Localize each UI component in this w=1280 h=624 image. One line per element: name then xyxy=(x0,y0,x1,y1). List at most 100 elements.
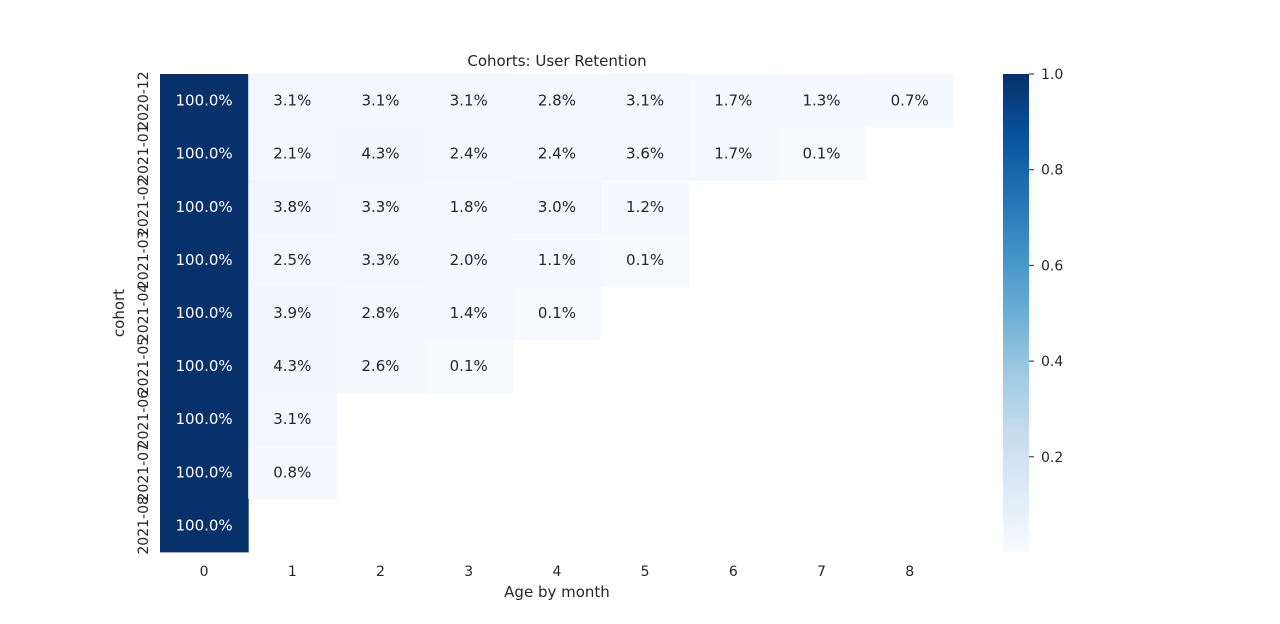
cell-annotation: 3.9% xyxy=(273,304,311,322)
cell-annotation: 3.1% xyxy=(626,92,664,110)
cell-annotation: 1.1% xyxy=(538,251,576,269)
cell-annotation: 3.1% xyxy=(450,92,488,110)
cell-annotation: 3.0% xyxy=(538,198,576,216)
heatmap-cell-2021-01-2 xyxy=(336,127,426,181)
heatmap-cell-2021-07-1 xyxy=(248,445,337,500)
cell-annotation: 100.0% xyxy=(175,410,232,428)
heatmap-cell-2021-01-3 xyxy=(424,127,514,181)
cell-annotation: 0.7% xyxy=(891,92,929,110)
cell-annotation: 3.6% xyxy=(626,145,664,163)
y-tick-label: 2021-06 xyxy=(136,390,152,449)
colorbar-tick-label: 1.0 xyxy=(1041,67,1063,83)
cell-annotation: 0.1% xyxy=(538,304,576,322)
cell-annotation: 1.3% xyxy=(802,92,840,110)
heatmap-cell-2020-12-5 xyxy=(601,74,690,128)
heatmap-cell-2021-04-4 xyxy=(512,286,602,340)
heatmap-cell-2021-02-4 xyxy=(512,180,602,234)
heatmap-cell-2021-08-0 xyxy=(160,498,249,553)
y-tick-label: 2021-04 xyxy=(136,284,152,343)
cell-annotation: 100.0% xyxy=(175,198,232,216)
heatmap-cell-2021-02-2 xyxy=(336,180,426,234)
cell-annotation: 100.0% xyxy=(175,145,232,163)
heatmap-cell-2021-03-4 xyxy=(512,233,602,287)
heatmap-cell-2021-06-0 xyxy=(160,392,249,447)
x-tick-label: 6 xyxy=(729,564,738,580)
chart-title: Cohorts: User Retention xyxy=(467,52,646,70)
heatmap-cell-2021-01-0 xyxy=(160,127,249,181)
cell-annotation: 0.1% xyxy=(802,145,840,163)
heatmap-cell-2021-06-1 xyxy=(248,392,337,447)
heatmap-cell-2020-12-1 xyxy=(248,74,337,128)
cell-annotation: 100.0% xyxy=(175,251,232,269)
y-tick-label: 2021-02 xyxy=(136,178,152,237)
heatmap-cell-2020-12-8 xyxy=(865,74,955,128)
x-axis-label: Age by month xyxy=(504,583,610,601)
cell-annotation: 2.8% xyxy=(361,304,399,322)
heatmap-cell-2021-03-5 xyxy=(601,233,690,287)
cell-annotation: 3.1% xyxy=(273,410,311,428)
y-tick-label: 2020-12 xyxy=(136,71,152,130)
cell-annotation: 4.3% xyxy=(361,145,399,163)
heatmap-cell-2020-12-7 xyxy=(777,74,867,128)
cell-annotation: 3.3% xyxy=(361,251,399,269)
cell-annotation: 0.8% xyxy=(273,463,311,481)
heatmap-annotations: 100.0% 3.1% 3.1% 3.1% 2.8% 3.1% 1.7% 1.3% 0.7% 10… xyxy=(175,92,928,535)
cell-annotation: 1.7% xyxy=(714,145,752,163)
cell-annotation: 1.8% xyxy=(450,198,488,216)
cell-annotation: 1.2% xyxy=(626,198,664,216)
heatmap-cell-2020-12-4 xyxy=(512,74,602,128)
y-tick-label: 2021-01 xyxy=(136,124,152,183)
cell-annotation: 2.4% xyxy=(450,145,488,163)
heatmap-cell-2021-07-0 xyxy=(160,445,249,500)
heatmap-cell-2021-04-3 xyxy=(424,286,514,340)
cell-annotation: 2.4% xyxy=(538,145,576,163)
x-tick-label: 5 xyxy=(641,564,650,580)
cell-annotation: 100.0% xyxy=(175,92,232,110)
heatmap-cell-2021-01-5 xyxy=(601,127,690,181)
cell-annotation: 3.8% xyxy=(273,198,311,216)
heatmap-cell-2020-12-2 xyxy=(336,74,426,128)
y-axis-label: cohort xyxy=(110,289,128,337)
heatmap-cell-2021-05-1 xyxy=(248,339,337,394)
cell-annotation: 3.1% xyxy=(361,92,399,110)
x-tick-label: 1 xyxy=(288,564,297,580)
colorbar-ticks: 0.2 0.4 0.6 0.8 1.0 xyxy=(1029,67,1063,466)
cell-annotation: 100.0% xyxy=(175,516,232,534)
cell-annotation: 0.1% xyxy=(626,251,664,269)
x-axis-ticks: 0 1 2 3 4 5 6 7 8 xyxy=(200,564,915,580)
cell-annotation: 1.4% xyxy=(450,304,488,322)
heatmap-cell-2021-01-4 xyxy=(512,127,602,181)
y-tick-label: 2021-05 xyxy=(136,337,152,396)
colorbar-tick-label: 0.4 xyxy=(1041,354,1063,370)
cell-annotation: 4.3% xyxy=(273,357,311,375)
cell-annotation: 2.6% xyxy=(361,357,399,375)
heatmap-cell-2021-05-2 xyxy=(336,339,426,394)
heatmap-cell-2021-04-2 xyxy=(336,286,426,340)
heatmap-cell-2021-04-1 xyxy=(248,286,337,340)
cell-annotation: 2.1% xyxy=(273,145,311,163)
heatmap-cell-2020-12-3 xyxy=(424,74,514,128)
x-tick-label: 2 xyxy=(376,564,385,580)
cell-annotation: 3.1% xyxy=(273,92,311,110)
x-tick-label: 0 xyxy=(200,564,209,580)
heatmap-cell-2021-01-6 xyxy=(689,127,778,181)
y-tick-label: 2021-07 xyxy=(136,443,152,502)
heatmap-cell-2021-04-0 xyxy=(160,286,249,340)
y-tick-label: 2021-03 xyxy=(136,231,152,290)
heatmap-cell-2021-03-3 xyxy=(424,233,514,287)
heatmap-cell-2021-02-1 xyxy=(248,180,337,234)
cell-annotation: 0.1% xyxy=(450,357,488,375)
cell-annotation: 2.8% xyxy=(538,92,576,110)
colorbar-tick-label: 0.8 xyxy=(1041,163,1063,179)
x-tick-label: 3 xyxy=(464,564,473,580)
heatmap-cell-2021-02-5 xyxy=(601,180,690,234)
heatmap-cell-2021-02-0 xyxy=(160,180,249,234)
x-tick-label: 8 xyxy=(905,564,914,580)
colorbar xyxy=(1003,74,1029,552)
colorbar-tick-label: 0.6 xyxy=(1041,258,1063,274)
heatmap-cell-2021-01-7 xyxy=(777,127,867,181)
heatmap-cell-2020-12-0 xyxy=(160,74,249,128)
heatmap-cells xyxy=(160,74,955,553)
